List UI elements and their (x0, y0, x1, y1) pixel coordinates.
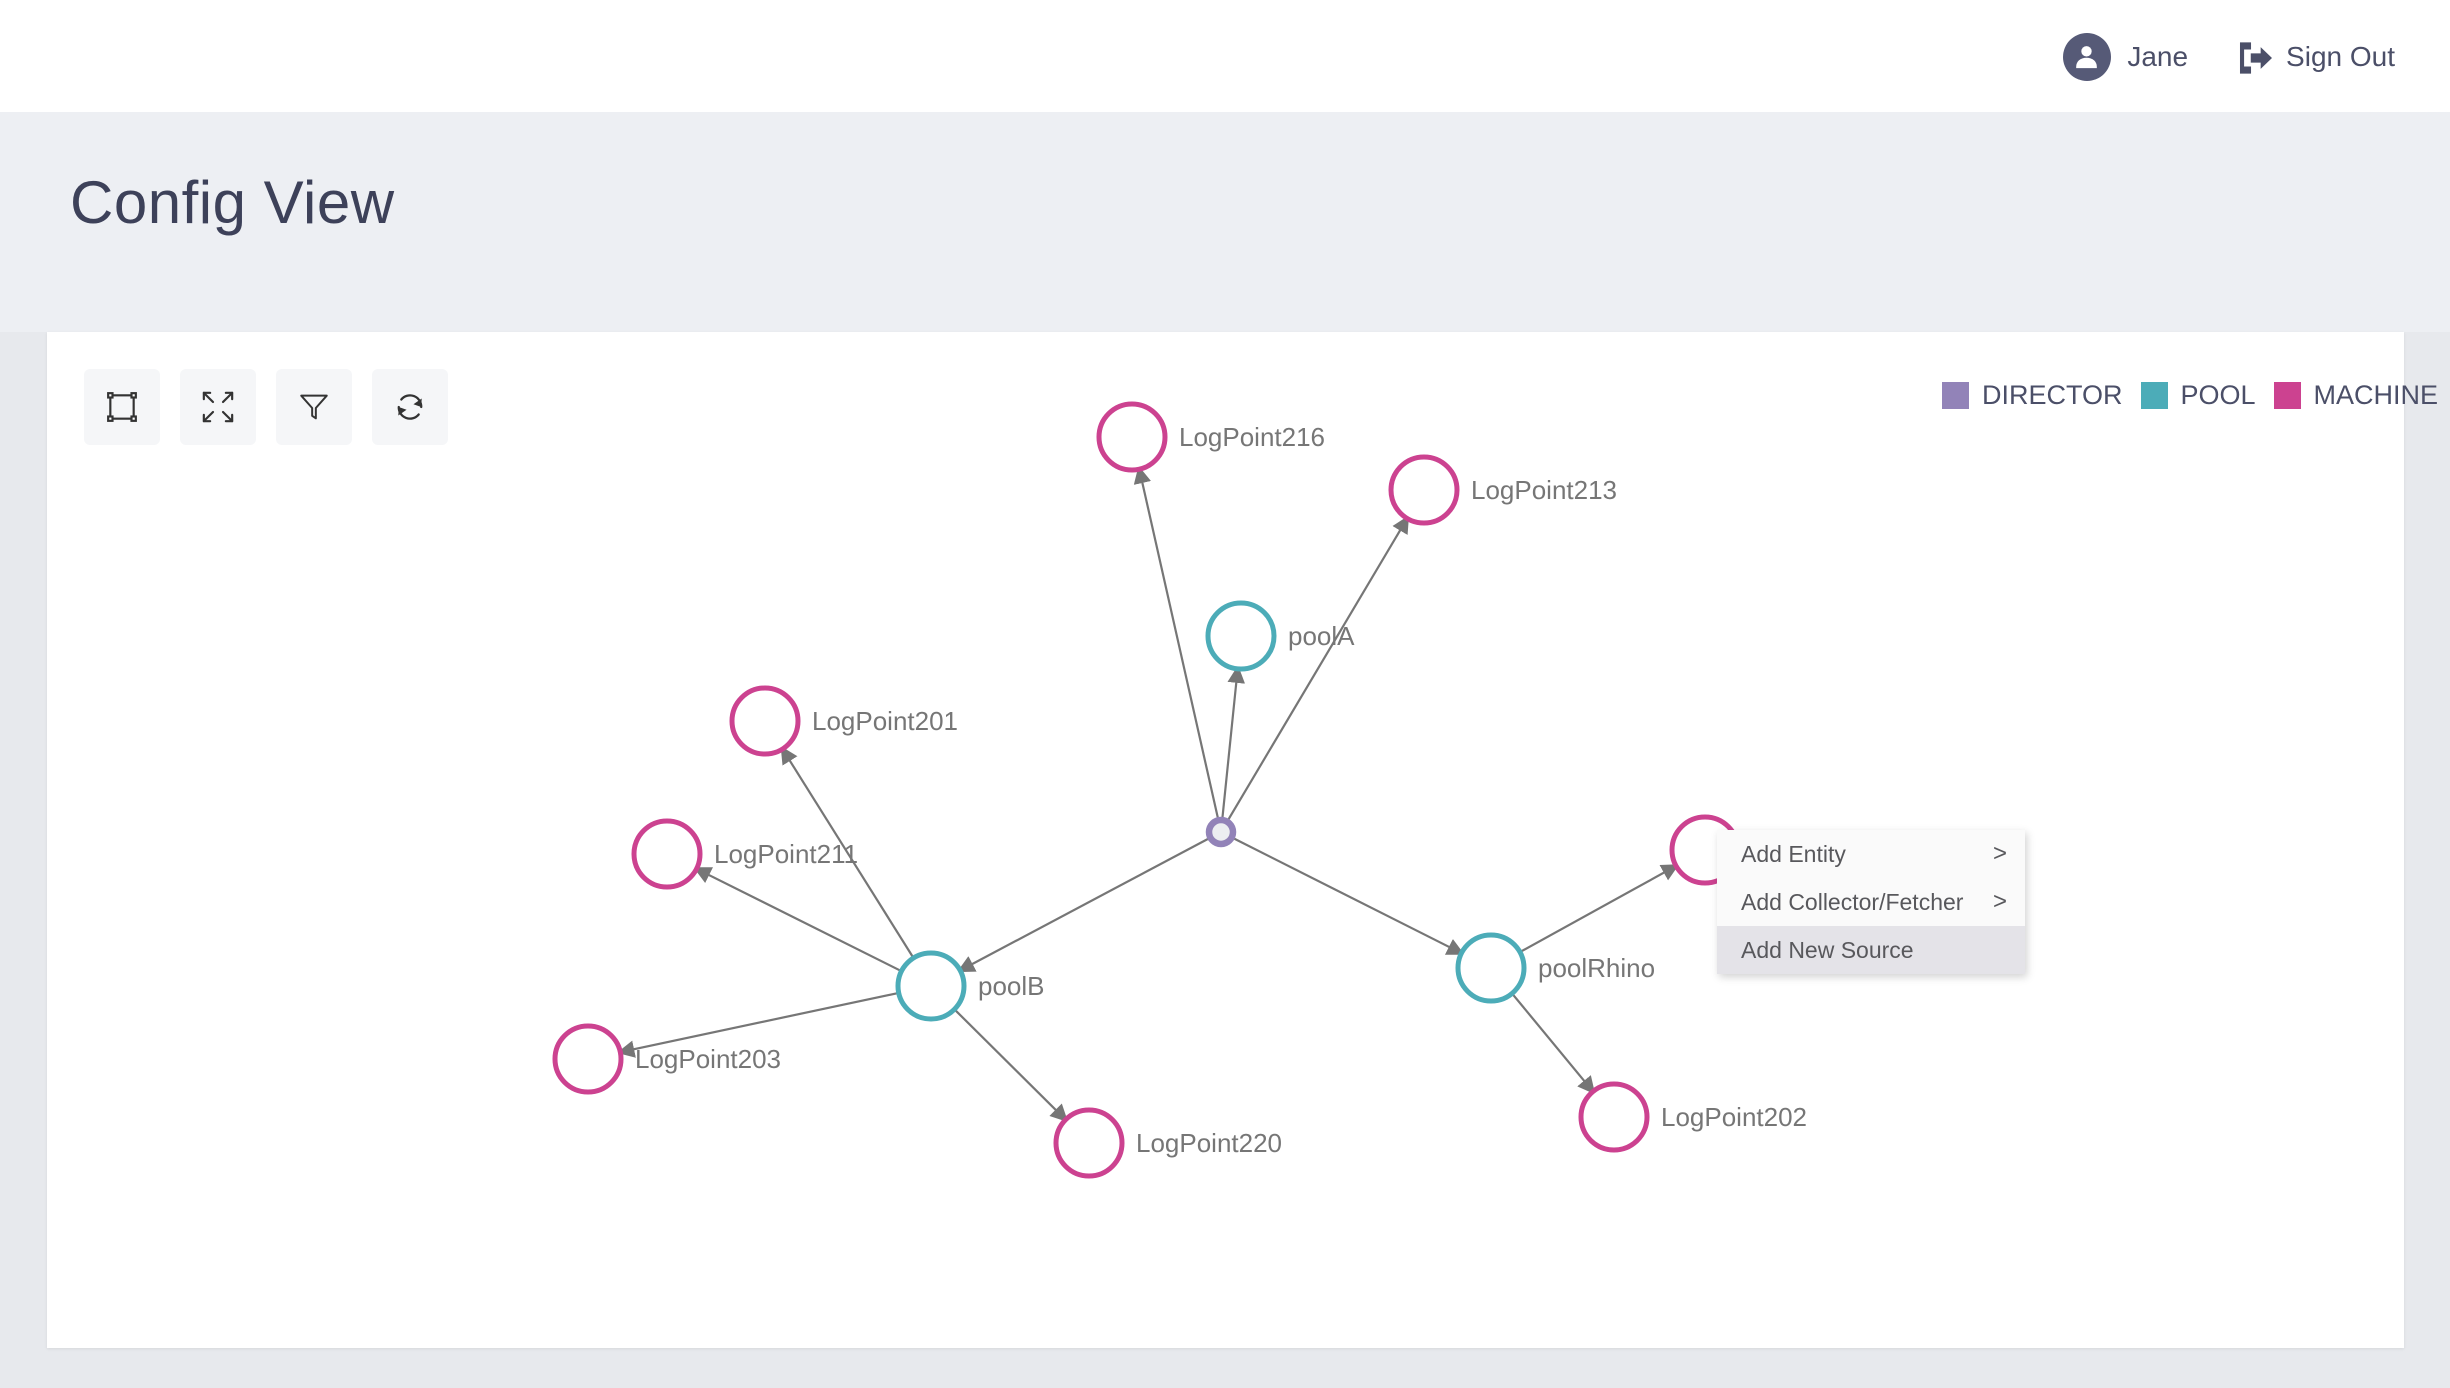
svg-text:LogPoint203: LogPoint203 (635, 1044, 781, 1074)
svg-text:LogPoint220: LogPoint220 (1136, 1128, 1282, 1158)
svg-text:LogPoint213: LogPoint213 (1471, 475, 1617, 505)
svg-text:poolB: poolB (978, 971, 1045, 1001)
svg-text:LogPoint202: LogPoint202 (1661, 1102, 1807, 1132)
svg-text:LogPoint201: LogPoint201 (812, 706, 958, 736)
svg-text:LogPoint211: LogPoint211 (714, 839, 858, 869)
svg-text:poolRhino: poolRhino (1538, 953, 1655, 983)
svg-text:poolA: poolA (1288, 621, 1355, 651)
svg-text:LogPoint216: LogPoint216 (1179, 422, 1325, 452)
